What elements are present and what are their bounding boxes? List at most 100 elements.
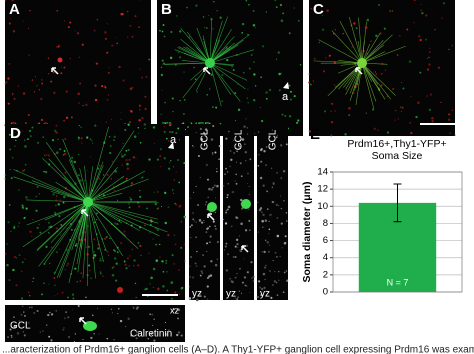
micrograph [309,0,455,136]
speckle [41,82,44,85]
speckle [147,295,149,298]
speckle [69,58,71,60]
speckle [161,89,163,91]
dendrite [209,36,235,64]
speckle [280,177,282,179]
speckle [171,254,174,257]
speckle [235,161,238,163]
speckle [91,140,93,142]
speckle [116,42,118,45]
speckle [148,252,150,254]
speckle [163,35,166,38]
speckle [285,212,288,214]
speckle [216,184,219,188]
speckle [27,113,30,116]
speckle [426,68,430,71]
speckle [60,66,63,68]
speckle [216,258,218,260]
dendrite [50,201,89,244]
speckle [65,311,67,313]
speckle [57,138,59,140]
caption: ...aracterization of Prdm16+ ganglion ce… [2,345,474,354]
speckle [76,280,79,283]
speckle [230,225,233,228]
speckle [409,122,411,124]
speckle [272,259,274,262]
speckle [94,98,98,102]
speckle [215,106,218,109]
speckle [374,71,376,73]
speckle [420,3,422,6]
speckle [155,243,158,246]
speckle [275,6,278,8]
speckle [64,138,67,140]
speckle [81,142,83,144]
speckle [35,84,38,87]
speckle [260,160,263,163]
speckle [60,234,62,236]
speckle [205,163,209,167]
speckle [205,231,208,234]
speckle [111,44,114,47]
speckle [260,148,263,151]
speckle [162,24,165,26]
speckle [101,275,104,278]
speckle [8,133,11,136]
speckle [209,241,211,243]
speckle [149,232,151,234]
speckle [74,332,77,335]
speckle [96,18,99,21]
speckle [18,320,20,322]
speckle [114,222,117,225]
speckle [279,3,283,7]
speckle [45,153,48,156]
speckle [183,71,185,73]
speckle [280,19,284,22]
speckle [274,251,277,254]
dendrite [58,201,89,278]
speckle [199,176,201,179]
speckle [88,264,91,267]
speckle [21,261,24,264]
speckle [198,293,202,296]
speckle [106,337,109,340]
speckle [67,296,69,299]
speckle [331,102,333,105]
speckle [126,167,130,170]
dendrite [36,201,89,250]
speckle [53,129,57,132]
speckle [183,162,186,165]
speckle [80,137,83,140]
speckle [264,164,268,167]
speckle [164,221,167,225]
speckle [77,304,79,306]
speckle [91,314,94,317]
speckle [263,250,266,254]
speckle [128,203,130,206]
speckle [115,262,118,265]
speckle [235,182,238,185]
speckle [209,211,212,214]
speckle [90,277,92,279]
speckle [400,81,403,84]
speckle [263,266,267,269]
speckle [279,144,283,147]
dendrite [209,62,248,81]
speckle [134,15,137,17]
speckle [129,198,133,201]
speckle [355,27,358,30]
speckle [284,115,287,117]
dendrite [55,181,89,203]
soma [83,197,93,207]
speckle [13,255,16,258]
speckle [451,109,454,111]
speckle [170,30,173,33]
speckle [104,86,107,89]
speckle [170,281,174,284]
speckle [218,158,220,160]
speckle [293,95,296,98]
arrow [81,209,89,217]
speckle [308,73,311,76]
speckle [276,294,279,296]
speckle [63,119,66,122]
